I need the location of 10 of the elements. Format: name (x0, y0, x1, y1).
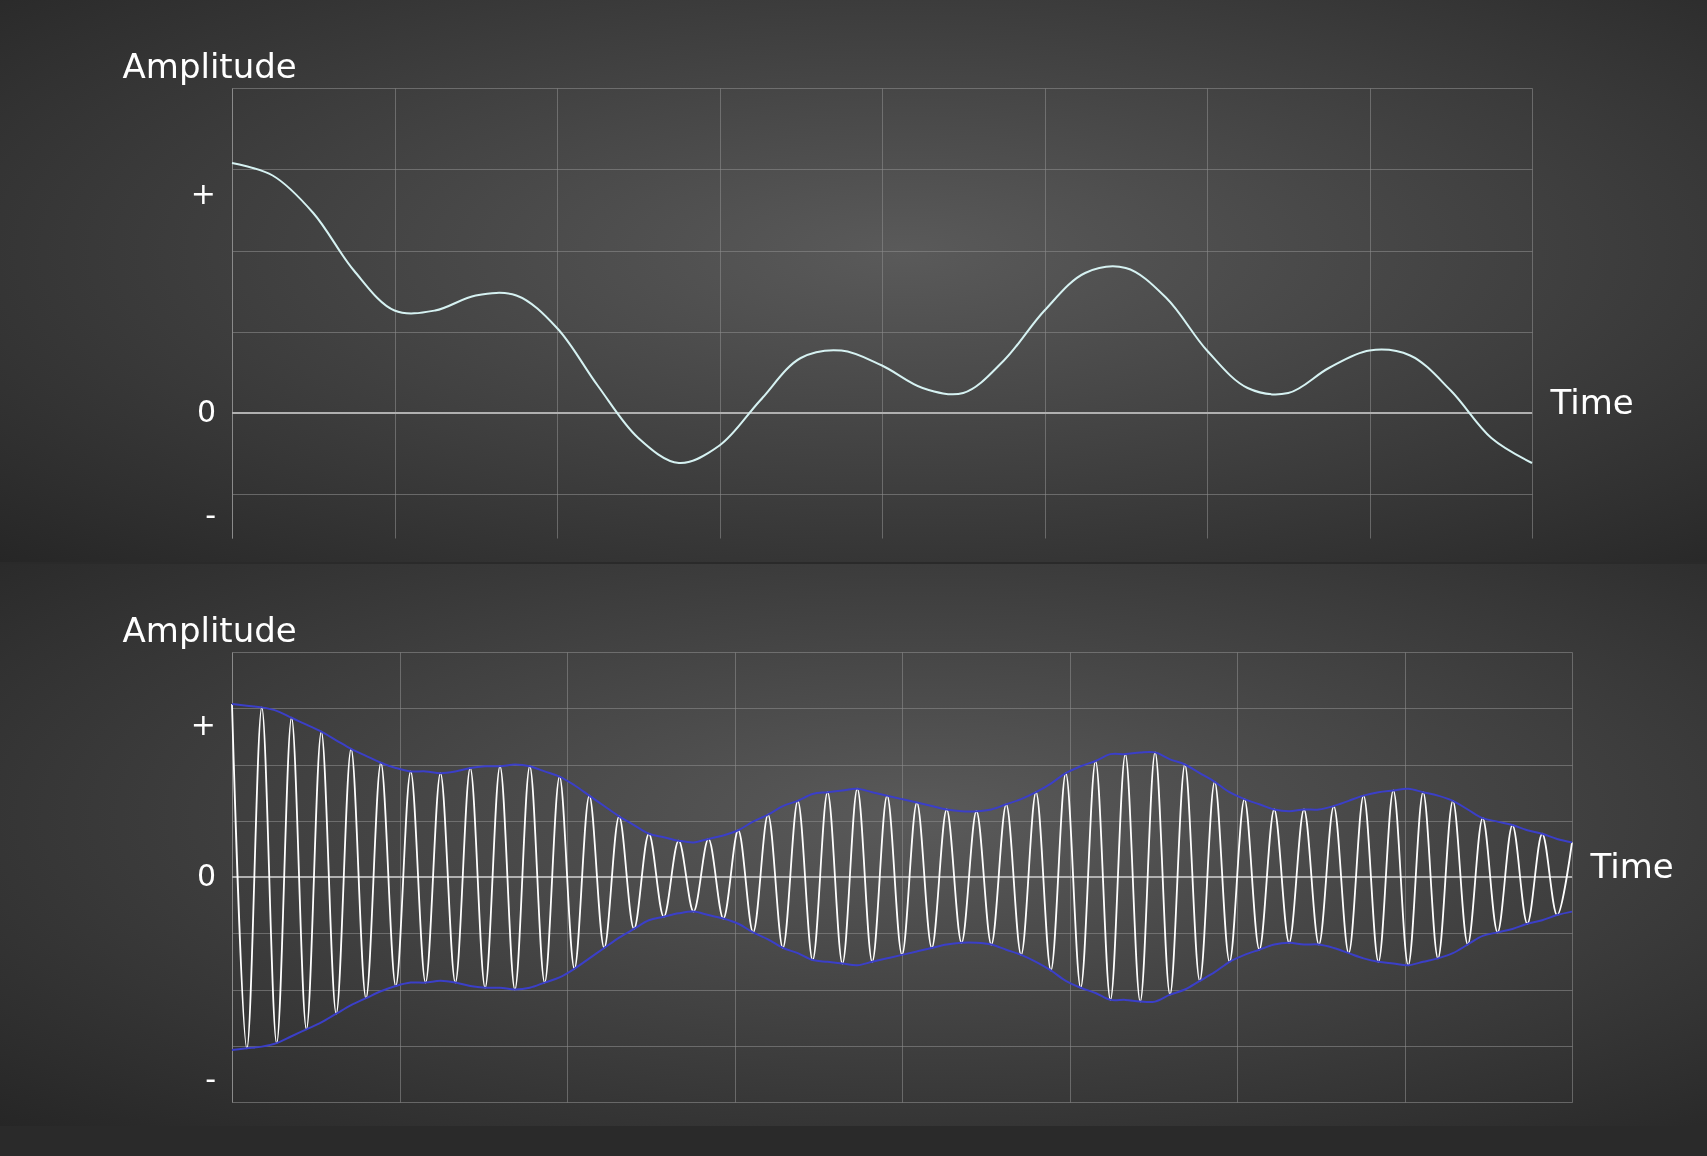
text: + (190, 176, 216, 212)
text: + (190, 707, 216, 743)
text: - (205, 496, 216, 532)
y-axis-title: Amplitude (122, 45, 297, 86)
text: 0 (196, 858, 216, 893)
y-axis-title: Amplitude (122, 609, 297, 650)
text: 0 (196, 394, 216, 429)
x-axis-title: Time (1549, 381, 1634, 422)
text: - (205, 1060, 216, 1096)
x-axis-title: Time (1589, 845, 1674, 886)
